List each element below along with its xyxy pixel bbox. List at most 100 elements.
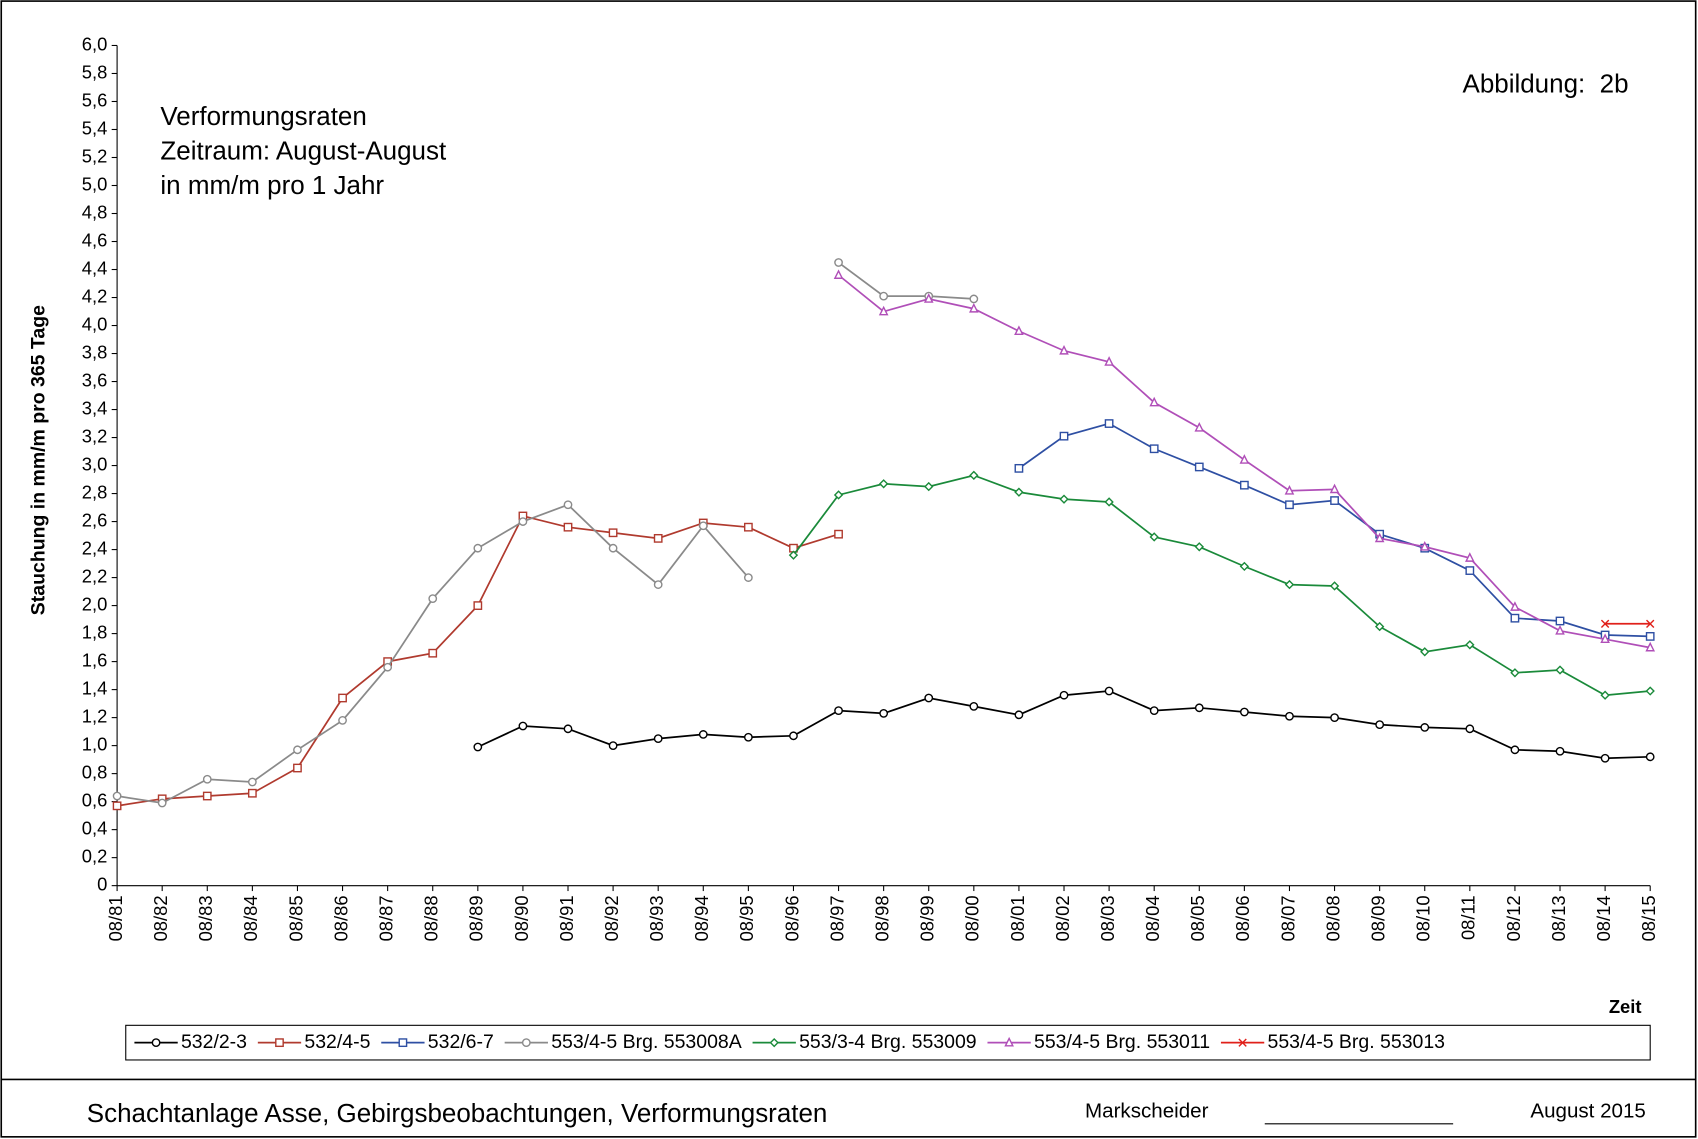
- x-tick-label: 08/12: [1503, 895, 1524, 941]
- x-tick-label: 08/01: [1007, 895, 1028, 941]
- data-point: [1059, 344, 1069, 355]
- data-point: [1555, 665, 1565, 675]
- y-tick-label: 1,2: [82, 705, 108, 726]
- data-point: [1014, 463, 1024, 473]
- data-point: [1285, 711, 1294, 721]
- legend-item: 553/3-4 Brg. 553009: [752, 1031, 977, 1053]
- x-tick-label: 08/85: [285, 895, 306, 941]
- y-tick-label: 5,2: [82, 145, 108, 166]
- y-axis-label: Stauchung in mm/m pro 365 Tage: [27, 305, 49, 615]
- x-tick-label: 08/88: [421, 895, 442, 941]
- data-point: [338, 693, 347, 703]
- x-tick-label: 08/14: [1593, 895, 1614, 941]
- data-point: [563, 522, 573, 532]
- legend-label: 553/4-5 Brg. 553008A: [551, 1031, 742, 1053]
- data-point: [1104, 686, 1114, 696]
- x-tick-label: 08/97: [826, 895, 847, 941]
- data-point: [293, 745, 302, 755]
- title-line: Verformungsraten: [160, 101, 366, 131]
- data-point: [834, 258, 843, 267]
- legend-marker: [275, 1038, 284, 1048]
- data-point: [1510, 668, 1520, 678]
- data-point: [1149, 532, 1159, 542]
- y-tick-label: 5,0: [82, 173, 108, 194]
- data-point: [834, 529, 843, 539]
- data-point: [157, 798, 167, 808]
- data-point: [698, 521, 708, 531]
- data-point: [653, 580, 663, 589]
- legend-item: 553/4-5 Brg. 553013: [1220, 1031, 1445, 1053]
- title-line: in mm/m pro 1 Jahr: [160, 170, 384, 200]
- data-point: [112, 791, 122, 801]
- data-point: [202, 774, 212, 784]
- data-point: [834, 706, 843, 715]
- y-tick-label: 2,2: [82, 565, 108, 586]
- y-tick-label: 5,6: [82, 89, 108, 110]
- data-point: [789, 731, 798, 741]
- y-tick-label: 0,6: [82, 789, 108, 810]
- footer-right: August 2015: [1530, 1099, 1645, 1122]
- x-tick-label: 08/93: [646, 895, 667, 941]
- data-point: [293, 763, 302, 773]
- data-point: [428, 648, 438, 658]
- data-point: [1059, 494, 1069, 504]
- y-tick-label: 2,4: [82, 537, 108, 558]
- series-line: [116, 261, 974, 804]
- legend-item: 553/4-5 Brg. 553008A: [504, 1031, 742, 1053]
- x-tick-label: 08/95: [736, 895, 757, 941]
- data-point: [1374, 621, 1385, 632]
- data-point: [1465, 724, 1475, 734]
- data-point: [518, 517, 528, 526]
- x-tick-label: 08/10: [1413, 895, 1434, 941]
- legend-label: 553/4-5 Brg. 553013: [1267, 1031, 1445, 1053]
- x-tick-label: 08/09: [1368, 895, 1389, 941]
- data-point: [1014, 487, 1024, 497]
- series-line: [1018, 422, 1651, 638]
- y-tick-label: 1,6: [82, 649, 108, 670]
- y-tick-label: 4,2: [82, 285, 108, 306]
- data-point: [1555, 746, 1565, 756]
- data-point: [1284, 484, 1295, 495]
- y-tick-label: 2,0: [82, 593, 108, 614]
- data-point: [1059, 690, 1069, 700]
- data-point: [1329, 581, 1340, 591]
- x-tick-label: 08/84: [240, 895, 261, 941]
- data-point: [1419, 540, 1430, 551]
- x-tick-label: 08/03: [1097, 895, 1118, 941]
- x-tick-label: 08/96: [781, 895, 802, 941]
- x-tick-label: 08/94: [691, 895, 712, 941]
- x-tick-label: 08/90: [511, 895, 532, 941]
- data-point: [879, 709, 889, 718]
- y-tick-label: 4,4: [82, 257, 108, 278]
- y-tick-label: 6,0: [82, 33, 108, 54]
- data-point: [1149, 444, 1159, 454]
- data-point: [1330, 496, 1339, 505]
- data-point: [1510, 601, 1520, 611]
- x-tick-label: 08/15: [1638, 895, 1659, 941]
- data-point: [1600, 619, 1610, 628]
- data-point: [1194, 462, 1204, 472]
- legend-marker: [151, 1038, 161, 1048]
- legend-label: 553/4-5 Brg. 553011: [1034, 1031, 1210, 1053]
- data-point: [1149, 396, 1160, 407]
- data-point: [473, 742, 483, 752]
- legend-item: 532/4-5: [257, 1031, 371, 1053]
- x-tick-label: 08/05: [1187, 895, 1208, 941]
- x-tick-label: 08/04: [1142, 895, 1163, 941]
- x-axis-label: Zeit: [1609, 996, 1642, 1017]
- y-tick-label: 3,8: [82, 341, 108, 362]
- x-tick-label: 08/81: [105, 895, 126, 941]
- y-tick-label: 4,8: [82, 201, 108, 222]
- data-point: [608, 741, 618, 751]
- x-tick-label: 08/99: [917, 895, 938, 941]
- data-point: [202, 791, 212, 801]
- x-tick-label: 08/87: [376, 895, 397, 941]
- y-tick-label: 5,4: [82, 117, 108, 138]
- data-point: [608, 543, 618, 553]
- data-point: [969, 702, 979, 711]
- data-point: [698, 730, 708, 739]
- y-tick-label: 2,8: [82, 481, 108, 502]
- y-tick-label: 1,8: [82, 621, 108, 642]
- legend-label: 553/3-4 Brg. 553009: [799, 1031, 977, 1053]
